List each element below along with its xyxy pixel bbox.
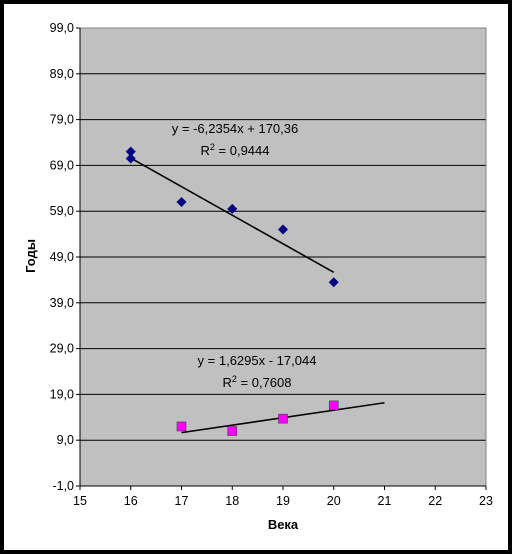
y-tick-label: 79,0 bbox=[50, 113, 74, 127]
scatter-chart: -1,0 9,0 19,0 29,0 39,0 49,0 59,0 69,0 79,0 89,0 9… bbox=[23, 21, 493, 532]
trendline-equation: y = 1,6295x - 17,044 bbox=[198, 353, 317, 368]
equation-labels: y = -6,2354x + 170,36 R2 = 0,9444 y = 1,62… bbox=[172, 121, 317, 390]
y-axis-title: Годы bbox=[23, 239, 38, 273]
x-tick-label: 21 bbox=[378, 494, 392, 508]
y-tick-label: -1,0 bbox=[52, 479, 74, 493]
square-point bbox=[328, 400, 339, 411]
diamond-point bbox=[328, 277, 339, 288]
data-points bbox=[125, 146, 339, 436]
y-tick-label: 9,0 bbox=[57, 433, 74, 447]
square-point bbox=[176, 421, 187, 432]
r-squared-label: R2 = 0,9444 bbox=[201, 142, 270, 158]
trendline-equation: y = -6,2354x + 170,36 bbox=[172, 121, 298, 136]
diamond-point bbox=[278, 224, 288, 235]
y-tick-label: 39,0 bbox=[50, 296, 74, 310]
y-tick-label: 69,0 bbox=[50, 158, 74, 172]
diamond-point bbox=[227, 203, 238, 214]
x-tick-label: 23 bbox=[479, 494, 493, 508]
square-point bbox=[278, 413, 288, 424]
diamond-point bbox=[125, 153, 136, 164]
y-tick-label: 19,0 bbox=[50, 387, 74, 401]
y-tick-label: 49,0 bbox=[50, 250, 74, 264]
y-tick-label: 89,0 bbox=[50, 67, 74, 81]
trendline bbox=[130, 157, 335, 274]
x-tick-label: 15 bbox=[73, 494, 87, 508]
y-tick-label: 29,0 bbox=[50, 342, 74, 356]
y-tick-label: 59,0 bbox=[50, 204, 74, 218]
r-squared-label: R2 = 0,7608 bbox=[223, 374, 292, 390]
x-tick-label: 16 bbox=[124, 494, 138, 508]
x-tick-label: 17 bbox=[175, 494, 189, 508]
tick-labels: -1,0 9,0 19,0 29,0 39,0 49,0 59,0 69,0 79,0 89,0 9… bbox=[50, 21, 493, 508]
x-tick-label: 19 bbox=[276, 494, 290, 508]
axes bbox=[79, 27, 487, 487]
chart-frame: -1,0 9,0 19,0 29,0 39,0 49,0 59,0 69,0 79,0 89,0 9… bbox=[4, 4, 508, 550]
x-axis-title: Века bbox=[268, 517, 299, 532]
x-tick-label: 18 bbox=[225, 494, 239, 508]
x-tick-label: 20 bbox=[327, 494, 341, 508]
y-tick-label: 99,0 bbox=[50, 21, 74, 35]
diamond-point bbox=[176, 197, 187, 208]
diamond-point bbox=[125, 146, 136, 157]
x-tick-label: 22 bbox=[428, 494, 442, 508]
square-point bbox=[227, 426, 238, 436]
